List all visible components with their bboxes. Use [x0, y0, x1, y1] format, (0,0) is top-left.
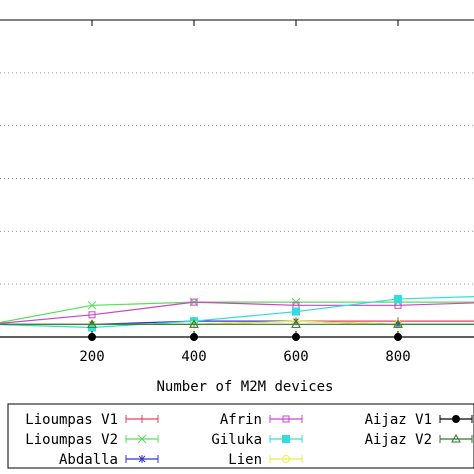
x-axis-label: Number of M2M devices — [156, 379, 333, 395]
x-tick-label: 600 — [283, 349, 308, 365]
x-tick-label: 400 — [181, 349, 206, 365]
legend-sample-marker — [452, 415, 460, 423]
series-line-lioumpas-v2 — [0, 301, 474, 324]
legend-box — [7, 403, 474, 469]
legend-sample-marker — [138, 455, 146, 463]
legend-item-lioumpas-v1: Lioumpas V1 — [25, 412, 159, 428]
legend-label: Giluka — [211, 432, 262, 448]
data-point-giluka — [292, 307, 300, 316]
legend-sample-marker — [451, 433, 461, 443]
x-tick-label: 200 — [79, 349, 104, 365]
legend-sample-marker — [138, 415, 146, 423]
data-point-aijaz-v2 — [393, 319, 403, 328]
grid-lines — [0, 72, 474, 285]
legend-item-lioumpas-v2: Lioumpas V2 — [25, 432, 159, 448]
x-tick-label: 800 — [385, 349, 410, 365]
series-line-giluka — [0, 295, 474, 329]
legend-sample-marker — [137, 434, 147, 444]
legend-sample-marker — [282, 415, 290, 423]
legend: Lioumpas V1 Lioumpas V2 Abdalla Afrin Giluka… — [7, 403, 474, 469]
legend-label: Abdalla — [59, 452, 118, 468]
series-line-afrin — [0, 301, 474, 324]
data-point-lioumpas-v2 — [87, 300, 97, 310]
legend-sample-marker — [282, 435, 290, 443]
legend-item-aijaz-v2: Aijaz V2 — [365, 432, 473, 448]
legend-item-afrin: Afrin — [220, 412, 303, 428]
data-point-aijaz-v2 — [291, 319, 301, 328]
legend-item-abdalla: Abdalla — [59, 452, 159, 468]
data-point-afrin — [190, 298, 198, 306]
legend-item-lien: Lien — [228, 452, 303, 468]
legend-label: Afrin — [220, 412, 262, 428]
legend-label: Aijaz V1 — [365, 412, 432, 428]
legend-label: Lien — [228, 452, 262, 468]
legend-label: Aijaz V2 — [365, 432, 432, 448]
data-point-aijaz-v2 — [189, 319, 199, 328]
legend-item-giluka: Giluka — [211, 432, 303, 448]
series-group — [0, 294, 474, 341]
plot-frame — [0, 19, 474, 338]
data-point-giluka — [394, 294, 402, 303]
legend-label: Lioumpas V2 — [25, 432, 118, 448]
data-point-afrin — [88, 311, 96, 319]
legend-sample-marker — [282, 455, 290, 463]
data-point-aijaz-v2 — [87, 319, 97, 328]
legend-label: Lioumpas V1 — [25, 412, 118, 428]
legend-item-aijaz-v1: Aijaz V1 — [365, 412, 473, 428]
x-axis-ticks: 200 400 600 800 — [79, 20, 411, 365]
